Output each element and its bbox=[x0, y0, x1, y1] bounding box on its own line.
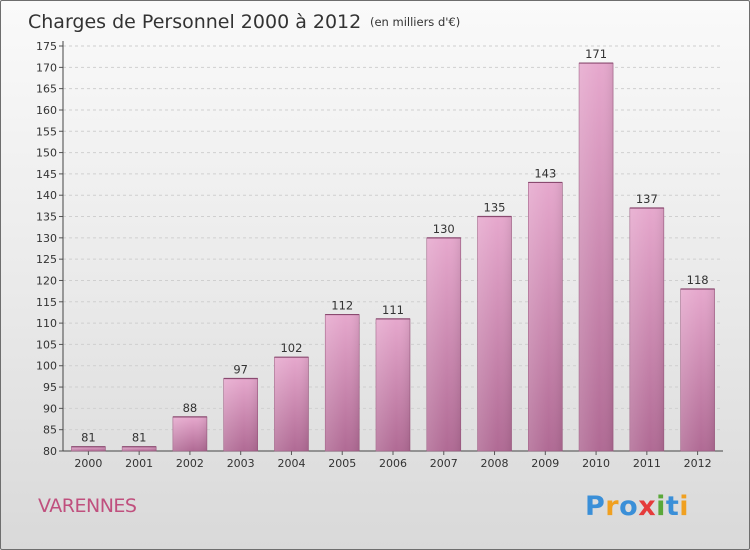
data-label: 135 bbox=[484, 201, 506, 215]
bar-highlight bbox=[223, 378, 258, 451]
bar-highlight bbox=[376, 318, 410, 451]
y-tick-label: 95 bbox=[43, 381, 57, 394]
data-label: 81 bbox=[81, 431, 96, 445]
bar-highlight bbox=[122, 446, 157, 451]
x-tick-label: 2004 bbox=[277, 457, 305, 470]
data-label: 102 bbox=[280, 341, 302, 355]
y-tick-label: 110 bbox=[36, 317, 57, 330]
x-tick-label: 2000 bbox=[74, 457, 102, 470]
logo-letter: x bbox=[638, 491, 657, 522]
proxiti-logo: Proxiti bbox=[585, 491, 689, 522]
x-tick-label: 2012 bbox=[684, 457, 712, 470]
bar-highlight bbox=[71, 446, 106, 451]
x-tick-label: 2008 bbox=[481, 457, 509, 470]
place-name: VARENNES bbox=[38, 495, 137, 517]
y-tick-label: 120 bbox=[36, 274, 57, 287]
y-tick-label: 115 bbox=[36, 296, 57, 309]
y-tick-label: 145 bbox=[36, 168, 57, 181]
data-labels: 81 81 88 97 102 112 111 130 135 143 171 137 118 bbox=[81, 47, 709, 445]
bar-highlight bbox=[477, 216, 512, 451]
logo-letter: i bbox=[656, 491, 666, 522]
bar-highlight bbox=[274, 357, 309, 451]
y-tick-label: 170 bbox=[36, 61, 57, 74]
y-tick-label: 140 bbox=[36, 189, 57, 202]
bars bbox=[71, 62, 715, 452]
data-label: 88 bbox=[183, 401, 198, 415]
bar-highlight bbox=[528, 182, 563, 451]
x-tick-label: 2005 bbox=[328, 457, 356, 470]
x-tick-label: 2003 bbox=[227, 457, 255, 470]
y-tick-label: 130 bbox=[36, 232, 57, 245]
x-tick-label: 2002 bbox=[176, 457, 204, 470]
x-tick-label: 2009 bbox=[531, 457, 559, 470]
x-tick-label: 2001 bbox=[125, 457, 153, 470]
y-tick-label: 150 bbox=[36, 147, 57, 160]
data-label: 143 bbox=[534, 166, 556, 180]
data-label: 97 bbox=[233, 363, 248, 377]
y-tick-label: 85 bbox=[43, 424, 57, 437]
y-tick-label: 80 bbox=[43, 445, 57, 458]
y-tick-label: 135 bbox=[36, 211, 57, 224]
bar-highlight bbox=[629, 208, 664, 451]
y-tick-label: 90 bbox=[43, 402, 57, 415]
data-label: 171 bbox=[585, 47, 607, 61]
logo-letter: o bbox=[619, 491, 639, 522]
bar-highlight bbox=[325, 314, 360, 451]
bar-highlight bbox=[579, 63, 614, 451]
data-label: 118 bbox=[687, 273, 709, 287]
y-tick-label: 100 bbox=[36, 360, 57, 373]
data-label: 137 bbox=[636, 192, 658, 206]
data-label: 81 bbox=[132, 431, 147, 445]
x-tick-label: 2010 bbox=[582, 457, 610, 470]
y-tick-label: 105 bbox=[36, 338, 57, 351]
y-tick-label: 165 bbox=[36, 83, 57, 96]
data-label: 130 bbox=[433, 222, 455, 236]
logo-letter: r bbox=[605, 491, 620, 522]
x-tick-label: 2011 bbox=[633, 457, 661, 470]
data-label: 111 bbox=[382, 303, 404, 317]
y-tick-label: 175 bbox=[36, 40, 57, 53]
logo-letter: P bbox=[585, 491, 606, 522]
x-tick-label: 2007 bbox=[430, 457, 458, 470]
y-tick-label: 125 bbox=[36, 253, 57, 266]
y-tick-label: 160 bbox=[36, 104, 57, 117]
bar-highlight bbox=[172, 416, 207, 451]
logo-letter: i bbox=[679, 491, 690, 522]
chart-subtitle: (en milliers d'€) bbox=[370, 15, 460, 29]
logo-letter: t bbox=[665, 491, 680, 522]
y-tick-label: 155 bbox=[36, 125, 57, 138]
bar-highlight bbox=[426, 237, 461, 451]
data-label: 112 bbox=[331, 299, 353, 313]
chart-title: Charges de Personnel 2000 à 2012 bbox=[28, 11, 361, 33]
bar-highlight bbox=[680, 289, 715, 451]
x-tick-label: 2006 bbox=[379, 457, 407, 470]
